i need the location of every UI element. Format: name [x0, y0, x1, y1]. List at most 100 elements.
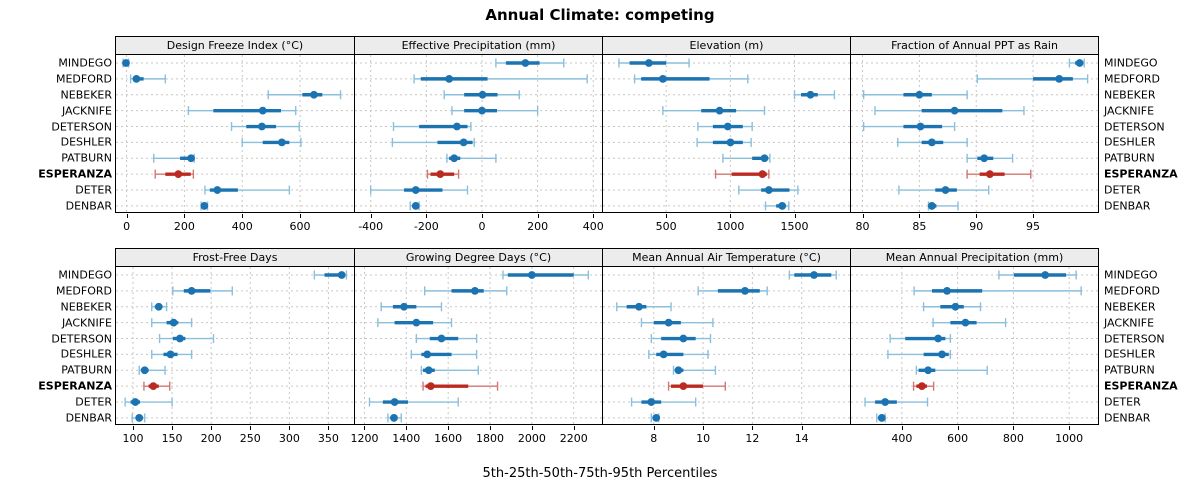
- tick-label: 12: [745, 432, 760, 445]
- percentile-row-denbar: [200, 201, 209, 211]
- percentile-row-deshler: [410, 349, 478, 359]
- median-dot: [723, 122, 732, 131]
- median-dot: [187, 154, 195, 163]
- station-label-right-jacknife: JACKNIFE: [1104, 104, 1155, 118]
- tick-label: 100: [122, 432, 144, 445]
- median-dot: [411, 186, 420, 194]
- tick-label: 500: [655, 220, 677, 233]
- panel-plot-5: [354, 266, 603, 425]
- percentile-row-patburn: [153, 153, 195, 163]
- tick-mark: [703, 426, 705, 430]
- median-dot: [927, 202, 936, 210]
- tick-mark: [250, 426, 252, 430]
- percentile-row-esperanza: [667, 381, 726, 391]
- median-dot: [741, 286, 749, 295]
- percentile-row-mindego: [313, 270, 348, 280]
- median-dot: [169, 318, 178, 327]
- percentile-row-deshler: [241, 137, 302, 147]
- percentile-row-mindego: [788, 270, 837, 280]
- median-dot: [950, 106, 959, 115]
- tick-label: 8: [650, 432, 658, 445]
- tick-mark: [426, 214, 428, 218]
- station-label-right-deshler: DESHLER: [1104, 135, 1156, 149]
- median-dot: [659, 350, 668, 359]
- median-dot: [951, 302, 960, 311]
- panel-plot-3: [850, 54, 1099, 213]
- tick-label: 2200: [559, 432, 588, 445]
- tick-mark: [242, 214, 244, 218]
- median-dot: [980, 154, 989, 163]
- tick-label: 2000: [517, 432, 546, 445]
- station-label-left-deterson: DETERSON: [51, 332, 112, 346]
- percentile-row-jacknife: [662, 106, 766, 116]
- station-label-left-patburn: PATBURN: [61, 151, 112, 165]
- median-dot: [760, 154, 769, 163]
- tick-label: 1000: [1055, 432, 1084, 445]
- median-dot: [985, 170, 994, 179]
- median-dot: [459, 138, 468, 147]
- median-dot: [131, 398, 140, 406]
- tick-mark: [1069, 426, 1071, 430]
- panel-plot-4: [115, 266, 355, 425]
- percentile-row-deterson: [392, 122, 472, 132]
- percentile-row-patburn: [420, 365, 479, 375]
- percentile-row-medford: [172, 286, 233, 296]
- station-label-left-nebeker: NEBEKER: [60, 88, 112, 102]
- tick-mark: [328, 426, 330, 430]
- tick-label: 1200: [350, 432, 379, 445]
- median-dot: [1041, 271, 1050, 279]
- median-dot: [400, 302, 408, 311]
- percentile-row-jacknife: [874, 106, 1025, 116]
- median-dot: [132, 74, 141, 83]
- tick-label: 300: [278, 432, 300, 445]
- tick-mark: [976, 214, 978, 218]
- median-dot: [277, 138, 286, 147]
- tick-mark: [593, 214, 595, 218]
- panel-strip-7: Mean Annual Precipitation (mm): [850, 248, 1099, 267]
- median-dot: [450, 154, 459, 163]
- percentile-row-mindego: [502, 270, 590, 280]
- tick-label: 400: [891, 432, 913, 445]
- median-dot: [258, 106, 267, 115]
- median-dot: [436, 170, 445, 179]
- panel-axis-5: 1200 1400 1600 1800 2000 2200: [350, 426, 603, 448]
- percentile-row-deter: [368, 397, 459, 407]
- tick-label: 0: [123, 220, 131, 233]
- tick-mark: [211, 426, 213, 430]
- percentile-row-denbar: [650, 413, 661, 423]
- tick-label: 95: [1026, 220, 1041, 233]
- tick-mark: [300, 214, 302, 218]
- median-dot: [154, 302, 163, 311]
- median-dot: [200, 202, 209, 210]
- percentile-row-deter: [864, 397, 929, 407]
- station-label-left-deter: DETER: [75, 183, 112, 197]
- percentile-row-deshler: [648, 349, 709, 359]
- percentile-row-deter: [630, 397, 697, 407]
- percentile-row-deterson: [697, 122, 753, 132]
- median-dot: [635, 302, 643, 311]
- panel-plot-2: [602, 54, 851, 213]
- percentile-row-deshler: [391, 137, 475, 147]
- tick-mark: [172, 426, 174, 430]
- percentile-row-medford: [913, 286, 1082, 296]
- tick-label: 1400: [392, 432, 421, 445]
- tick-label: 1500: [780, 220, 809, 233]
- tick-mark: [752, 426, 754, 430]
- station-label-right-deterson: DETERSON: [1104, 120, 1165, 134]
- station-label-left-mindego: MINDEGO: [58, 268, 112, 282]
- tick-label: 85: [912, 220, 927, 233]
- percentile-row-deter: [369, 185, 469, 195]
- median-dot: [644, 59, 653, 67]
- percentile-row-denbar: [764, 201, 790, 211]
- panel-plot-0: [115, 54, 355, 213]
- tick-label: 1800: [476, 432, 504, 445]
- station-label-left-deter: DETER: [75, 395, 112, 409]
- percentile-row-patburn: [446, 153, 497, 163]
- percentile-row-medford: [633, 74, 749, 84]
- median-dot: [726, 138, 735, 147]
- tick-mark: [448, 426, 450, 430]
- percentile-row-esperanza: [966, 169, 1032, 179]
- percentiles-caption: 5th-25th-50th-75th-95th Percentiles: [482, 466, 718, 481]
- median-dot: [674, 366, 683, 375]
- percentile-row-nebeker: [151, 302, 168, 312]
